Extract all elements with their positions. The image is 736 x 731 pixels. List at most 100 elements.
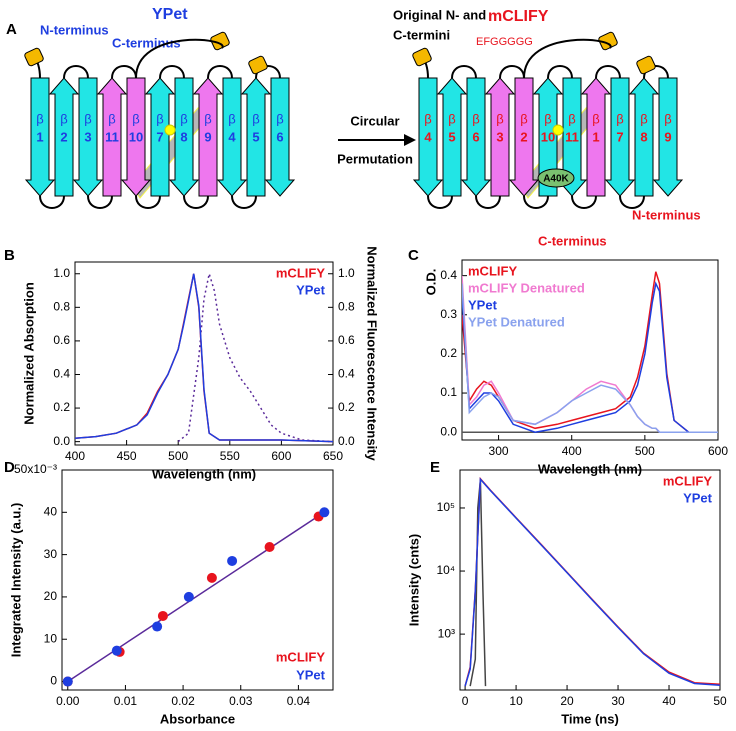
x-axis-label: Absorbance [160, 711, 235, 726]
diagram-title: mCLIFY [488, 8, 549, 25]
scatter-point [157, 610, 168, 621]
strand-beta: β [568, 111, 575, 126]
scatter-point [183, 591, 194, 602]
legend-entry: YPet [296, 667, 326, 682]
x-tick-label: 450 [117, 449, 137, 463]
beta-strand [264, 77, 296, 197]
mutation-label: A40K [543, 174, 569, 185]
strand-number: 5 [252, 129, 259, 144]
legend-entry: YPet [468, 297, 498, 312]
note: C-termini [393, 27, 450, 42]
beta-strand [96, 77, 128, 197]
y-tick-label: 0.0 [53, 434, 70, 448]
beta-strand [508, 77, 540, 197]
y-tick-label: 10 [44, 631, 58, 645]
x-axis-label: Time (ns) [561, 711, 619, 726]
strand-beta: β [180, 111, 187, 126]
linker: EFGGGGG [476, 36, 533, 48]
loop [499, 65, 525, 79]
strand-beta: β [108, 111, 115, 126]
panel-label: C [408, 247, 419, 264]
strand-number: 6 [472, 129, 479, 144]
series-line [75, 273, 333, 443]
terminus-label: N-terminus [632, 207, 701, 222]
beta-strand [240, 77, 272, 197]
strand-beta: β [640, 111, 647, 126]
scatter-point [319, 507, 330, 518]
y2-tick-label: 0.6 [338, 333, 355, 347]
legend-entry: mCLIFY [663, 473, 712, 488]
arrow-label: Circular [350, 113, 399, 128]
panel-label: E [430, 459, 440, 476]
beta-strand [484, 77, 516, 197]
x-tick-label: 0.00 [56, 694, 80, 708]
strand-number: 5 [448, 129, 455, 144]
y-tick-label: 50x10⁻³ [14, 462, 57, 476]
scatter-point [227, 555, 238, 566]
y-tick-label: 10³ [438, 626, 455, 640]
strand-number: 10 [541, 129, 555, 144]
beta-strand [48, 77, 80, 197]
panel-label: D [4, 459, 15, 476]
chromophore [164, 124, 176, 136]
y2-tick-label: 0.0 [338, 434, 355, 448]
legend-entry: YPet Denatured [468, 314, 565, 329]
legend-entry: YPet [683, 490, 713, 505]
loop [207, 65, 233, 79]
x-tick-label: 650 [323, 449, 343, 463]
strand-beta: β [448, 111, 455, 126]
strand-number: 11 [105, 129, 119, 144]
aux-line [177, 273, 333, 443]
y-tick-label: 0.4 [440, 268, 457, 282]
note: Original N- and [393, 7, 486, 22]
y-tick-label: 0.2 [440, 346, 457, 360]
y-tick-label: 0.2 [53, 400, 70, 414]
scatter-point [264, 542, 275, 552]
terminus-label: N-terminus [40, 22, 109, 37]
x-tick-label: 400 [65, 449, 85, 463]
beta-strand [168, 77, 200, 197]
legend-entry: mCLIFY [468, 263, 517, 278]
y-axis-label: Intensity (cnts) [406, 534, 421, 626]
x-axis-label: Wavelength (nm) [538, 461, 642, 476]
loop [183, 195, 209, 209]
legend-entry: mCLIFY [276, 649, 325, 664]
strand-beta: β [664, 111, 671, 126]
loop [523, 195, 549, 209]
strand-beta: β [276, 111, 283, 126]
legend-entry: mCLIFY Denatured [468, 280, 585, 295]
plot-frame [61, 469, 334, 691]
x-tick-label: 300 [489, 444, 509, 458]
loop [619, 195, 645, 209]
x-tick-label: 600 [271, 449, 291, 463]
x-tick-label: 10 [509, 694, 523, 708]
series-line [464, 477, 720, 687]
strand-beta: β [544, 111, 551, 126]
strand-beta: β [132, 111, 139, 126]
x-tick-label: 400 [562, 444, 582, 458]
strand-beta: β [204, 111, 211, 126]
y-tick-label: 0 [50, 674, 57, 688]
strand-number: 11 [565, 129, 579, 144]
strand-beta: β [36, 111, 43, 126]
y2-tick-label: 0.8 [338, 300, 355, 314]
y-tick-label: 30 [44, 547, 58, 561]
strand-number: 4 [228, 129, 236, 144]
y-tick-label: 40 [44, 504, 58, 518]
strand-beta: β [252, 111, 259, 126]
loop [595, 65, 621, 79]
scatter-point [206, 572, 217, 583]
plot-frame [461, 259, 719, 441]
helix [412, 47, 432, 67]
loop [87, 195, 113, 209]
aux-line [67, 509, 328, 683]
beta-strand [628, 77, 660, 197]
strand-beta: β [156, 111, 163, 126]
beta-strand [120, 77, 152, 197]
strand-beta: β [616, 111, 623, 126]
helix [248, 55, 268, 75]
y-tick-label: 0.1 [440, 385, 457, 399]
strand-number: 3 [84, 129, 91, 144]
y-tick-label: 1.0 [53, 266, 70, 280]
strand-beta: β [520, 111, 527, 126]
